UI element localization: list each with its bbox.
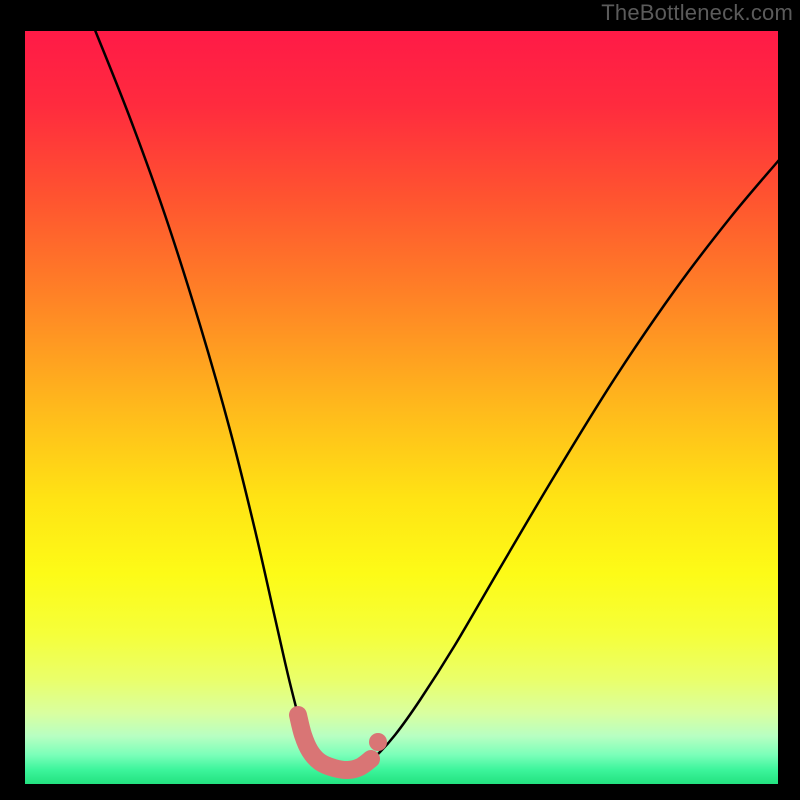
bottleneck-chart [0, 0, 800, 800]
sweet-spot-end-dot [369, 733, 387, 751]
plot-background [24, 30, 779, 785]
chart-stage: TheBottleneck.com [0, 0, 800, 800]
